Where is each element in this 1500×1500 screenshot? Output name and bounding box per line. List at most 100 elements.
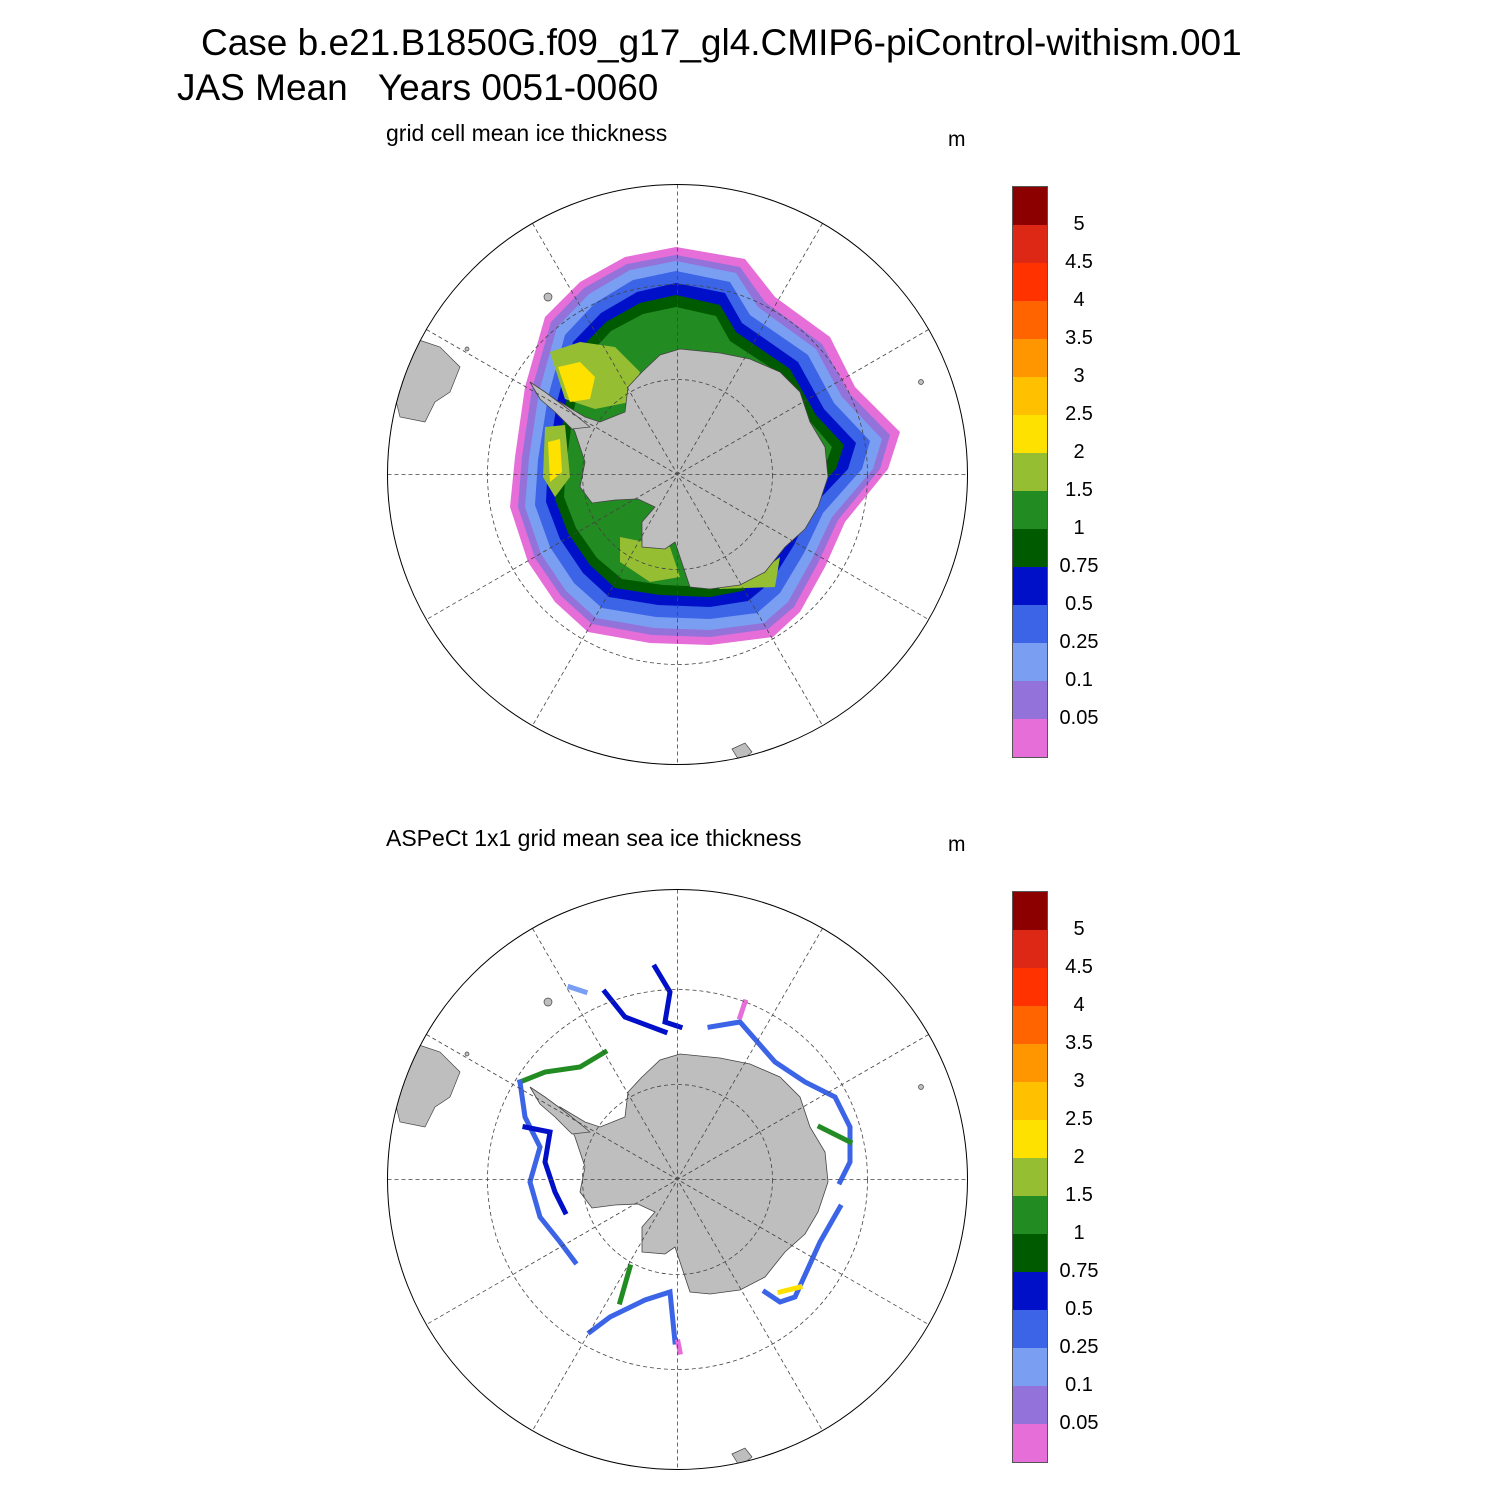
panel-title: ASPeCt 1x1 grid mean sea ice thickness <box>386 825 802 851</box>
colorbar-segment <box>1013 968 1047 1006</box>
polar-map <box>387 889 968 1470</box>
colorbar-tick-label: 2 <box>1073 1146 1085 1168</box>
colorbar-tick-label: 5 <box>1073 213 1085 235</box>
units-label: m <box>948 833 966 856</box>
new-zealand-landmass <box>731 1447 753 1468</box>
colorbar-segment <box>1013 1196 1047 1234</box>
antarctica-landmass <box>558 348 829 590</box>
colorbar-tick-label: 0.05 <box>1059 707 1099 729</box>
colorbar-tick-label: 0.1 <box>1065 669 1093 691</box>
colorbar-tick-label: 2.5 <box>1065 403 1093 425</box>
ice-patch-bellingshausen-thick <box>548 439 562 482</box>
colorbar-tick-label: 4 <box>1073 994 1085 1016</box>
units-label: m <box>948 128 966 151</box>
colorbar-segment <box>1013 1272 1047 1310</box>
colorbar-tick-label: 3 <box>1073 365 1085 387</box>
colorbar-segment <box>1013 1386 1047 1424</box>
ship-track <box>516 1048 609 1086</box>
panel-title: grid cell mean ice thickness <box>386 120 668 146</box>
colorbar-segment <box>1013 605 1047 643</box>
island <box>464 1051 470 1057</box>
ship-track <box>707 1019 853 1186</box>
ship-track <box>522 1124 569 1216</box>
colorbar-segment <box>1013 567 1047 605</box>
ship-track <box>736 998 749 1021</box>
colorbar-tick-label: 5 <box>1073 918 1085 940</box>
colorbar-tick-label: 3.5 <box>1065 327 1093 349</box>
colorbar-tick-label: 4 <box>1073 289 1085 311</box>
island <box>464 346 470 352</box>
colorbar-tick-label: 0.5 <box>1065 1298 1093 1320</box>
colorbar-segment <box>1013 491 1047 529</box>
colorbar-tick-label: 3 <box>1073 1070 1085 1092</box>
colorbar-segment <box>1013 892 1047 930</box>
colorbar-tick-label: 1 <box>1073 517 1085 539</box>
ship-track <box>586 1288 678 1345</box>
colorbar-tick-label: 0.25 <box>1059 1336 1099 1358</box>
map-graticule <box>387 889 968 1470</box>
colorbar-segment <box>1013 1006 1047 1044</box>
colorbar-segment <box>1013 453 1047 491</box>
ship-track <box>616 1263 634 1306</box>
colorbar-segment <box>1013 1158 1047 1196</box>
colorbar-tick-label: 0.75 <box>1059 1260 1099 1282</box>
colorbar-tick-label: 0.05 <box>1059 1412 1099 1434</box>
colorbar-segment <box>1013 719 1047 757</box>
colorbar-tick-label: 2.5 <box>1065 1108 1093 1130</box>
colorbar-segment <box>1013 930 1047 968</box>
colorbar-segment <box>1013 1120 1047 1158</box>
ship-track <box>651 963 684 1031</box>
polar-map <box>387 184 968 765</box>
colorbar-segment <box>1013 1348 1047 1386</box>
colorbar-segment <box>1013 1082 1047 1120</box>
colorbar-tick-label: 1.5 <box>1065 479 1093 501</box>
colorbar-segment <box>1013 225 1047 263</box>
colorbar <box>1012 891 1048 1463</box>
figure-title-line2: JAS Mean Years 0051-0060 <box>177 67 659 108</box>
ice-patch-weddell-thick <box>558 362 595 402</box>
ship-track <box>566 983 589 996</box>
south-america-landmass <box>389 336 461 423</box>
ship-track <box>776 1283 804 1296</box>
colorbar-tick-label: 0.5 <box>1065 593 1093 615</box>
colorbar-segment <box>1013 187 1047 225</box>
antarctica-landmass <box>558 1053 829 1295</box>
island <box>543 292 553 302</box>
colorbar-segment <box>1013 1424 1047 1462</box>
colorbar-segment <box>1013 529 1047 567</box>
colorbar-segment <box>1013 1234 1047 1272</box>
ship-track <box>816 1123 854 1146</box>
map-boundary <box>387 889 968 1470</box>
colorbar-segment <box>1013 415 1047 453</box>
colorbar-segment <box>1013 1310 1047 1348</box>
south-america-landmass <box>389 1041 461 1128</box>
colorbar-segment <box>1013 681 1047 719</box>
ship-track <box>517 1079 579 1266</box>
antarctic-peninsula <box>529 381 591 430</box>
antarctic-peninsula <box>529 1086 591 1135</box>
ship-track <box>601 988 669 1036</box>
colorbar-tick-label: 0.25 <box>1059 631 1099 653</box>
island <box>918 1084 924 1090</box>
colorbar <box>1012 186 1048 758</box>
island <box>543 997 553 1007</box>
new-zealand-landmass <box>731 742 753 763</box>
colorbar-tick-label: 0.1 <box>1065 1374 1093 1396</box>
colorbar-segment <box>1013 1044 1047 1082</box>
ship-tracks <box>516 963 854 1355</box>
ship-track <box>761 1203 844 1305</box>
figure-title-line1: Case b.e21.B1850G.f09_g17_gl4.CMIP6-piCo… <box>201 22 1242 63</box>
map-boundary <box>387 184 968 765</box>
colorbar-tick-label: 4.5 <box>1065 956 1093 978</box>
colorbar-segment <box>1013 643 1047 681</box>
colorbar-tick-label: 0.75 <box>1059 555 1099 577</box>
colorbar-tick-label: 1 <box>1073 1222 1085 1244</box>
colorbar-segment <box>1013 377 1047 415</box>
colorbar-tick-label: 3.5 <box>1065 1032 1093 1054</box>
ship-track <box>675 1339 683 1355</box>
colorbar-segment <box>1013 339 1047 377</box>
colorbar-segment <box>1013 301 1047 339</box>
map-graticule <box>387 184 968 765</box>
colorbar-tick-label: 1.5 <box>1065 1184 1093 1206</box>
colorbar-segment <box>1013 263 1047 301</box>
